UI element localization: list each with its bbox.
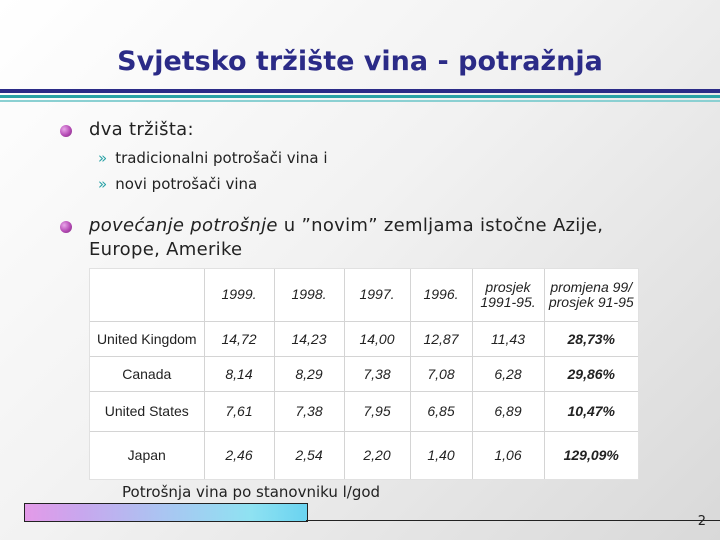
header-1997: 1997. — [344, 269, 411, 322]
table-row: Japan 2,46 2,54 2,20 1,40 1,06 129,09% — [90, 431, 638, 479]
value-cell: 8,14 — [204, 356, 275, 392]
value-cell: 2,20 — [344, 431, 411, 479]
change-cell: 29,86% — [544, 356, 638, 392]
double-chevron-icon: » — [98, 175, 108, 193]
title-rule-dark — [0, 89, 720, 93]
table-header-row: 1999. 1998. 1997. 1996. prosjek 1991-95.… — [90, 269, 638, 322]
value-cell: 6,85 — [410, 391, 473, 432]
value-cell: 2,46 — [204, 431, 275, 479]
value-cell: 12,87 — [410, 321, 473, 357]
value-cell: 6,89 — [472, 391, 545, 432]
country-cell: Japan — [90, 431, 205, 479]
consumption-growth-line1: u ”novim” zemljama istočne Azije, — [277, 215, 604, 236]
title-rule-light — [0, 100, 720, 102]
country-cell: United Kingdom — [90, 321, 205, 357]
sub-bullet-new: » novi potrošači vina — [98, 175, 257, 193]
slide-title: Svjetsko tržište vina - potražnja — [117, 46, 603, 77]
value-cell: 11,43 — [472, 321, 545, 357]
title-rule-teal — [0, 95, 720, 98]
table-row: Canada 8,14 8,29 7,38 7,08 6,28 29,86% — [90, 356, 638, 392]
value-cell: 7,61 — [204, 391, 275, 432]
consumption-growth-line2: Europe, Amerike — [89, 239, 243, 260]
value-cell: 8,29 — [274, 356, 345, 392]
value-cell: 7,38 — [274, 391, 345, 432]
change-cell: 129,09% — [563, 447, 619, 464]
sub-bullet-traditional-text: tradicionalni potrošači vina i — [115, 149, 328, 167]
value-cell: 14,23 — [274, 321, 345, 357]
header-1996: 1996. — [410, 269, 473, 322]
value-cell: 14,72 — [204, 321, 275, 357]
sub-bullet-traditional: » tradicionalni potrošači vina i — [98, 149, 327, 167]
header-1999: 1999. — [204, 269, 275, 322]
header-cell-empty — [90, 269, 205, 322]
sub-bullet-new-text: novi potrošači vina — [115, 175, 258, 193]
value-cell: 2,54 — [274, 431, 345, 479]
wine-consumption-table: 1999. 1998. 1997. 1996. prosjek 1991-95.… — [89, 268, 639, 480]
table-row: United States 7,61 7,38 7,95 6,85 6,89 1… — [90, 391, 638, 432]
footer-divider — [306, 520, 720, 521]
value-cell: 7,08 — [410, 356, 473, 392]
bullet-two-markets: dva tržišta: — [89, 119, 194, 140]
header-average: prosjek 1991-95. — [472, 269, 545, 322]
country-cell: Canada — [90, 356, 205, 392]
header-1998: 1998. — [274, 269, 345, 322]
page-number: 2 — [697, 514, 706, 529]
table-caption: Potrošnja vina po stanovniku l/god — [122, 483, 381, 501]
value-cell: 1,06 — [472, 431, 545, 479]
round-bullet-icon — [60, 221, 72, 233]
country-cell: United States — [90, 391, 205, 432]
value-cell: 6,28 — [472, 356, 545, 392]
value-cell: 7,95 — [344, 391, 411, 432]
decorative-gradient-bar — [24, 503, 308, 522]
change-cell: 28,73% — [544, 321, 638, 357]
table-row: United Kingdom 14,72 14,23 14,00 12,87 1… — [90, 321, 638, 357]
value-cell: 14,00 — [344, 321, 411, 357]
value-cell: 1,40 — [410, 431, 473, 479]
change-cell: 10,47% — [544, 391, 638, 432]
double-chevron-icon: » — [98, 149, 108, 167]
round-bullet-icon — [60, 125, 72, 137]
header-change: promjena 99/ prosjek 91-95 — [544, 269, 638, 322]
consumption-growth-emphasis: povećanje potrošnje — [89, 215, 278, 236]
value-cell: 7,38 — [344, 356, 411, 392]
bullet-consumption-growth: povećanje potrošnje u ”novim” zemljama i… — [89, 214, 603, 262]
